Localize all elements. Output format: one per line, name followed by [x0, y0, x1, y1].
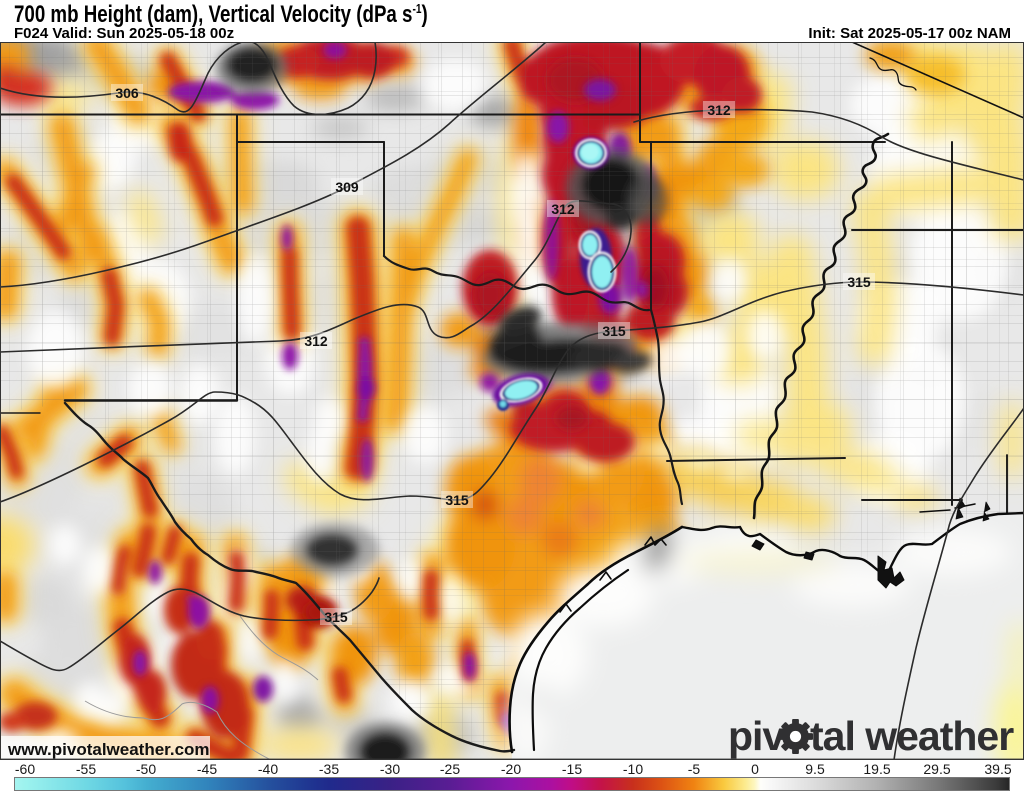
svg-text:315: 315 — [324, 609, 348, 625]
svg-text:309: 309 — [335, 179, 359, 195]
svg-text:312: 312 — [304, 333, 328, 349]
svg-text:315: 315 — [602, 323, 626, 339]
svg-text:www.pivotalweather.com: www.pivotalweather.com — [7, 740, 210, 759]
svg-text:312: 312 — [551, 201, 575, 217]
svg-text:312: 312 — [707, 102, 731, 118]
svg-text:315: 315 — [445, 492, 469, 508]
svg-text:piv: piv — [728, 713, 785, 759]
svg-text:306: 306 — [115, 85, 139, 101]
svg-text:315: 315 — [847, 274, 871, 290]
svg-text:tal weather: tal weather — [810, 713, 1014, 759]
